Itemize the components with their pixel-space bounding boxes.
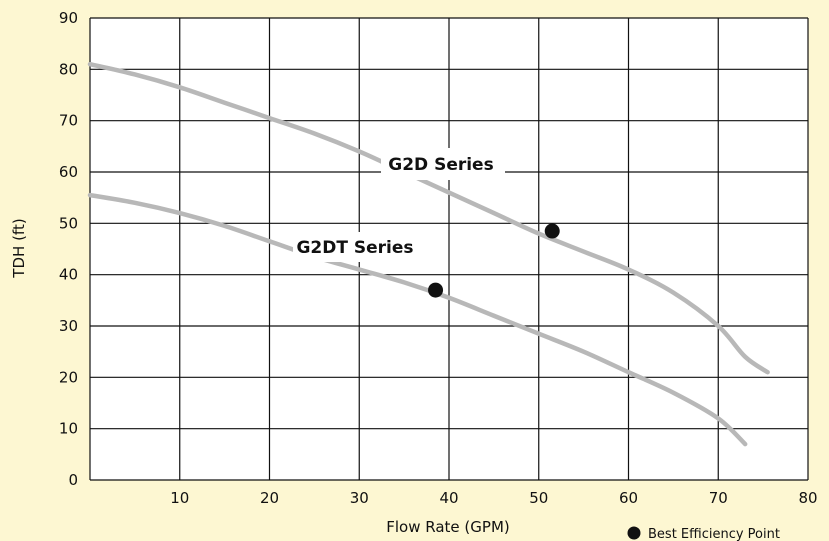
best-efficiency-point	[544, 223, 560, 239]
x-tick-label: 60	[619, 489, 638, 507]
series-label-bg-g2dt	[293, 232, 417, 262]
x-tick-label: 40	[439, 489, 458, 507]
y-tick-label: 70	[59, 112, 78, 130]
legend-marker	[627, 526, 641, 540]
y-tick-label: 20	[59, 368, 78, 386]
y-tick-label: 30	[59, 317, 78, 335]
best-efficiency-point	[428, 282, 444, 298]
series-label-g2d: G2D Series	[388, 155, 493, 175]
x-tick-label: 50	[529, 489, 548, 507]
x-tick-label: 10	[170, 489, 189, 507]
legend-label: Best Efficiency Point	[648, 527, 780, 541]
y-tick-label: 0	[68, 471, 78, 489]
x-tick-label: 20	[260, 489, 279, 507]
tick-labels: 10 20 30 40 50 60 70 80 0 10 20 30 40 50 60 70 80 90	[59, 9, 818, 507]
markers	[428, 223, 560, 298]
y-tick-label: 40	[59, 266, 78, 284]
curves	[87, 61, 770, 447]
series-line-g2dt	[87, 192, 748, 447]
x-tick-label: 30	[350, 489, 369, 507]
x-tick-label: 80	[798, 489, 817, 507]
x-axis-title: Flow Rate (GPM)	[386, 518, 510, 536]
y-tick-label: 90	[59, 9, 78, 27]
y-tick-label: 60	[59, 163, 78, 181]
series-line-g2d	[87, 61, 770, 375]
y-tick-label: 10	[59, 420, 78, 438]
x-tick-label: 70	[709, 489, 728, 507]
series-label-g2dt: G2DT Series	[296, 238, 413, 258]
series-label-bg-g2d	[381, 148, 505, 180]
grid	[89, 17, 809, 481]
y-tick-label: 50	[59, 214, 78, 232]
series-label-backgrounds	[293, 148, 505, 262]
y-tick-label: 80	[59, 60, 78, 78]
y-axis-title: TDH (ft)	[10, 218, 28, 278]
